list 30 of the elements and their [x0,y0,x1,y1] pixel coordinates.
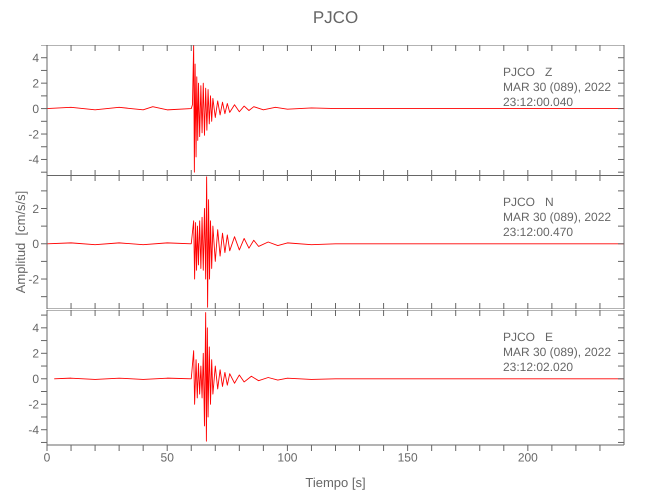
annotation: MAR 30 (089), 2022 [503,80,612,95]
y-tick-label: 2 [32,202,40,216]
y-axis-title: Amplitud [cm/s/s] [13,190,28,293]
x-tick-label: 150 [398,450,418,465]
y-tick-label: -4 [28,422,40,437]
y-tick-label: -4 [28,152,40,167]
y-tick-label: 2 [32,346,40,361]
annotation: PJCO N [503,195,555,210]
x-tick-label: 200 [518,450,538,465]
x-tick-label: 100 [277,450,298,465]
annotation: PJCO Z [503,65,554,80]
y-tick-label: 0 [32,237,40,252]
x-axis-title: Tiempo [s] [305,475,366,490]
annotation: 23:12:00.040 [503,95,574,110]
y-tick-label: 0 [32,372,40,386]
y-tick-label: -2 [28,398,40,412]
y-tick-label: -2 [28,272,40,286]
y-tick-label: 4 [32,321,40,336]
annotation: 23:12:02.020 [503,360,574,375]
y-tick-label: -2 [28,127,40,142]
annotation: PJCO E [503,330,554,345]
y-tick-label: 4 [32,50,40,65]
x-tick-label: 0 [44,450,51,465]
chart-title: PJCO [312,8,360,28]
annotation: 23:12:00.470 [503,225,574,240]
annotation: MAR 30 (089), 2022 [503,345,612,360]
annotation: MAR 30 (089), 2022 [503,210,612,225]
y-tick-label: 2 [32,76,40,90]
y-tick-label: 0 [32,102,40,116]
x-tick-label: 50 [160,450,174,465]
